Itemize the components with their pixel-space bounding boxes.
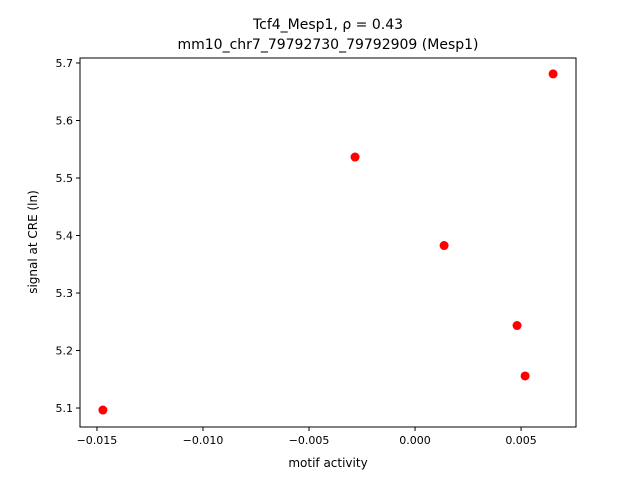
x-tick-label: −0.005 xyxy=(289,434,330,447)
x-axis-label: motif activity xyxy=(288,456,367,470)
y-tick-label: 5.4 xyxy=(56,230,74,243)
y-tick-label: 5.3 xyxy=(56,287,74,300)
data-point xyxy=(548,69,558,79)
x-tick-label: −0.010 xyxy=(183,434,224,447)
chart-title-line2: mm10_chr7_79792730_79792909 (Mesp1) xyxy=(178,37,479,53)
chart-title-line1: Tcf4_Mesp1, ρ = 0.43 xyxy=(252,17,403,33)
x-axis-ticks: −0.015 −0.010 −0.005 0.000 0.005 xyxy=(77,427,537,447)
y-tick-label: 5.6 xyxy=(56,115,74,128)
data-point xyxy=(98,405,108,415)
y-axis-label: signal at CRE (ln) xyxy=(26,190,40,294)
data-point xyxy=(520,371,530,381)
x-tick-label: −0.015 xyxy=(77,434,118,447)
y-tick-label: 5.1 xyxy=(56,402,74,415)
data-point xyxy=(512,321,522,331)
x-tick-label: 0.000 xyxy=(399,434,431,447)
y-tick-label: 5.7 xyxy=(56,57,74,70)
plot-frame xyxy=(79,57,577,428)
y-tick-label: 5.5 xyxy=(56,172,74,185)
data-point xyxy=(439,241,449,251)
data-points xyxy=(98,69,558,415)
y-tick-label: 5.2 xyxy=(56,345,74,358)
y-axis-ticks: 5.1 5.2 5.3 5.4 5.5 5.6 5.7 xyxy=(56,57,80,415)
data-point xyxy=(350,152,360,162)
x-tick-label: 0.005 xyxy=(505,434,537,447)
